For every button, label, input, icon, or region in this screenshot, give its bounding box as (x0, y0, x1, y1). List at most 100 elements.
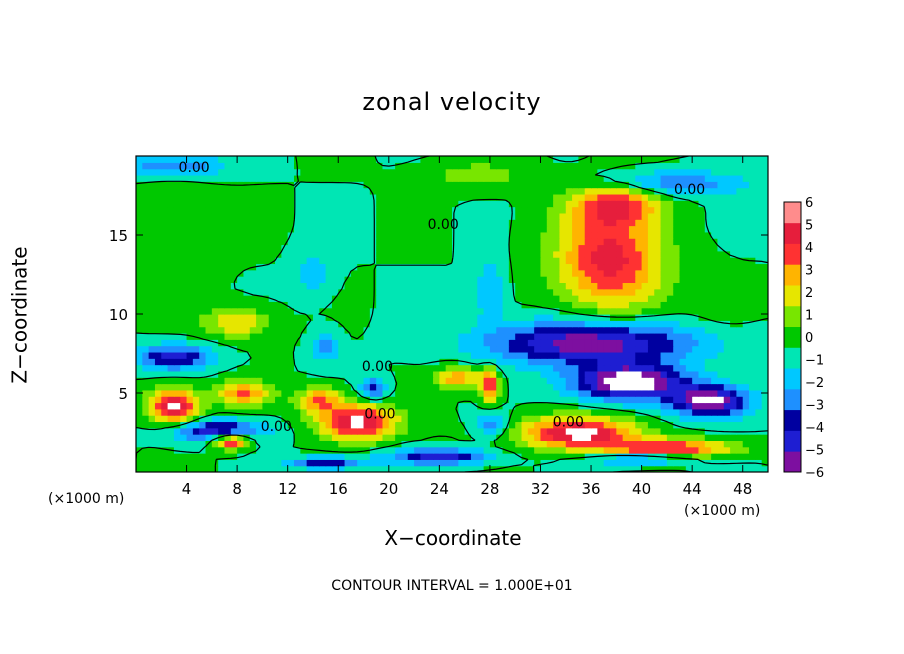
heatmap-cell (439, 459, 447, 467)
heatmap-cell (249, 276, 257, 283)
heatmap-cell (136, 465, 143, 472)
heatmap-cell (610, 288, 617, 296)
heatmap-cell (546, 269, 554, 277)
heatmap-cell (749, 415, 756, 423)
heatmap-cell (401, 434, 409, 441)
heatmap-cell (199, 193, 207, 201)
heatmap-cell (521, 156, 529, 163)
heatmap-cell (249, 408, 257, 416)
heatmap-cell (496, 446, 504, 454)
heatmap-cell (218, 231, 226, 239)
heatmap-cell (154, 364, 162, 372)
heatmap-cell (395, 276, 403, 283)
heatmap-cell (515, 408, 523, 416)
heatmap-cell (755, 257, 763, 265)
heatmap-cell (521, 389, 529, 397)
heatmap-cell (350, 339, 358, 347)
heatmap-cell (186, 200, 194, 208)
heatmap-cell (723, 276, 731, 283)
heatmap-cell (243, 364, 251, 372)
heatmap-cell (755, 370, 763, 378)
heatmap-cell (502, 206, 510, 214)
heatmap-cell (508, 231, 516, 239)
heatmap-cell (698, 446, 706, 454)
heatmap-cell (300, 465, 308, 472)
heatmap-cell (572, 193, 579, 201)
heatmap-cell (483, 219, 491, 227)
heatmap-cell (357, 358, 365, 366)
heatmap-cell (230, 250, 238, 258)
heatmap-cell (388, 320, 396, 328)
heatmap-cell (761, 408, 768, 416)
heatmap-cell (256, 301, 263, 309)
heatmap-cell (572, 238, 579, 246)
heatmap-cell (445, 200, 453, 208)
heatmap-cell (704, 206, 712, 214)
heatmap-cell (154, 326, 162, 334)
heatmap-cell (489, 434, 497, 441)
heatmap-cell (654, 212, 662, 220)
heatmap-cell (439, 225, 447, 233)
heatmap-cell (407, 396, 415, 404)
heatmap-cell (565, 408, 573, 416)
heatmap-cell (376, 415, 384, 423)
heatmap-cell (325, 345, 333, 353)
heatmap-cell (243, 212, 251, 220)
heatmap-cell (673, 263, 681, 271)
heatmap-cell (325, 263, 333, 271)
heatmap-cell (275, 193, 282, 201)
heatmap-cell (521, 434, 529, 441)
heatmap-cell (673, 168, 681, 176)
heatmap-cell (704, 263, 712, 271)
heatmap-cell (344, 295, 352, 302)
heatmap-cell (628, 434, 636, 441)
heatmap-cell (180, 440, 188, 448)
heatmap-cell (249, 421, 257, 429)
heatmap-cell (736, 377, 744, 385)
heatmap-cell (256, 415, 263, 423)
heatmap-cell (559, 453, 567, 460)
heatmap-cell (540, 257, 548, 265)
heatmap-cell (628, 383, 636, 391)
heatmap-cell (407, 383, 415, 391)
heatmap-cell (382, 446, 390, 454)
heatmap-cell (477, 257, 485, 265)
heatmap-cell (641, 219, 649, 227)
heatmap-cell (666, 288, 674, 296)
heatmap-cell (610, 358, 617, 366)
heatmap-cell (572, 206, 579, 214)
heatmap-cell (262, 314, 270, 321)
heatmap-cell (692, 168, 700, 176)
heatmap-cell (433, 301, 440, 309)
heatmap-cell (679, 459, 687, 467)
heatmap-cell (755, 244, 763, 252)
heatmap-cell (458, 446, 466, 454)
x-axis-label: X−coordinate (384, 526, 522, 550)
heatmap-cell (433, 446, 440, 454)
heatmap-cell (603, 168, 611, 176)
heatmap-cell (597, 244, 605, 252)
heatmap-cell (458, 187, 466, 195)
heatmap-cell (610, 263, 617, 271)
heatmap-cell (186, 219, 194, 227)
heatmap-cell (565, 440, 573, 448)
heatmap-cell (420, 250, 428, 258)
heatmap-cell (679, 440, 687, 448)
heatmap-cell (268, 200, 276, 208)
heatmap-cell (420, 257, 428, 265)
heatmap-cell (275, 200, 282, 208)
heatmap-cell (224, 156, 232, 163)
heatmap-cell (515, 162, 523, 170)
heatmap-cell (142, 402, 150, 410)
heatmap-cell (331, 257, 339, 265)
heatmap-cell (363, 402, 371, 410)
heatmap-cell (395, 174, 403, 182)
heatmap-cell (287, 396, 295, 404)
heatmap-cell (325, 206, 333, 214)
heatmap-cell (685, 162, 693, 170)
heatmap-cell (698, 320, 706, 328)
heatmap-cell (439, 402, 447, 410)
heatmap-cell (584, 370, 592, 378)
heatmap-cell (433, 181, 440, 189)
heatmap-cell (268, 434, 276, 441)
